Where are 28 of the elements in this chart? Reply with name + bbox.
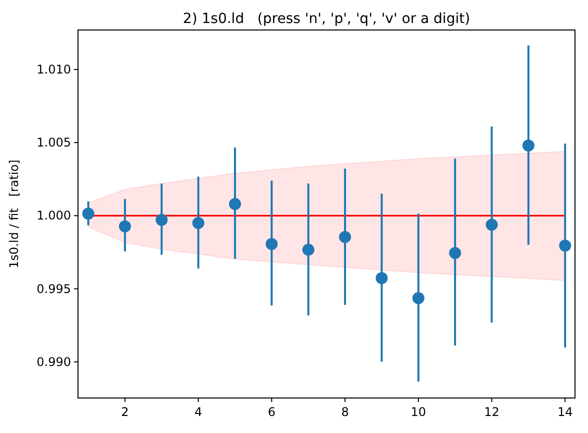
y-axis-title: 1s0.ld / fit [ratio] (7, 160, 21, 268)
point (266, 238, 278, 250)
x-tick-label: 6 (268, 405, 276, 419)
point (302, 244, 314, 256)
point (82, 208, 94, 220)
y-tick-label: 1.000 (36, 208, 71, 223)
x-tick-label: 14 (557, 405, 573, 419)
point (449, 246, 462, 259)
point (412, 292, 424, 304)
point (522, 140, 534, 152)
x-tick-label: 12 (484, 405, 500, 419)
x-tick-label: 10 (410, 405, 426, 419)
point (376, 272, 388, 284)
point (339, 231, 352, 244)
y-tick-label: 1.010 (36, 62, 71, 76)
chart-title: 2) 1s0.ld (press 'n', 'p', 'q', 'v' or a digit) (182, 11, 470, 27)
point (192, 216, 204, 229)
x-tick-label: 8 (341, 405, 349, 419)
point (156, 214, 168, 226)
x-tick-label: 2 (121, 405, 129, 419)
x-tick-label: 4 (194, 405, 202, 419)
y-tick-label: 0.995 (36, 282, 71, 296)
point (228, 198, 241, 210)
point (559, 240, 572, 252)
y-tick-label: 1.005 (36, 136, 71, 150)
point (486, 218, 498, 231)
point (118, 220, 131, 232)
y-tick-label: 0.990 (36, 354, 71, 369)
